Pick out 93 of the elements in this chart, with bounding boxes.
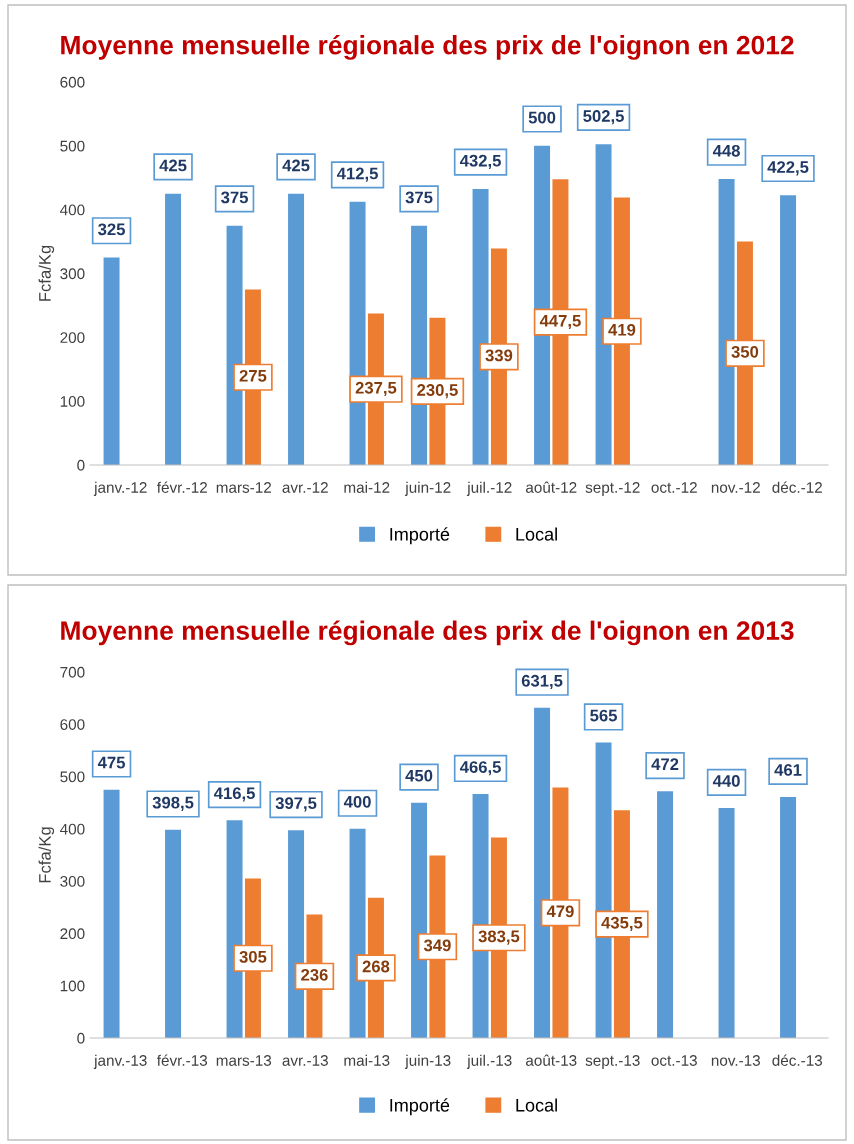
data-label: 397,5 [275,797,317,812]
legend-label: Importé [390,527,450,545]
data-label: 475 [97,756,125,769]
bar [780,796,797,1038]
x-tick-label: sept.-12 [585,482,640,496]
x-tick-label: juil.-13 [466,1054,512,1069]
data-label: 472 [651,758,679,770]
data-label: 412,5 [336,167,378,182]
chart-title: Moyenne mensuelle régionale des prix de l'oignon en 2012 [61,34,794,60]
data-label: 416,5 [213,787,255,802]
data-label: 425 [159,159,187,172]
bar [103,789,120,1038]
x-tick-label: juil.-12 [466,481,512,496]
data-label: 375 [405,191,433,204]
legend-label: Importé [390,1098,450,1116]
data-label: 502,5 [583,110,624,125]
bar [288,193,305,465]
x-tick-label: déc.-13 [772,1054,823,1066]
data-label: 305 [239,950,267,963]
x-tick-label: avr.-12 [282,482,328,493]
y-tick-label: 200 [60,928,85,940]
x-tick-label: oct.-12 [651,482,697,493]
bar [165,193,182,465]
y-tick-label: 500 [60,140,85,152]
x-tick-label: sept.-13 [585,1055,640,1069]
data-label: 398,5 [152,796,194,811]
y-tick-label: 100 [60,980,85,992]
legend-label: Local [516,1098,557,1112]
data-label: 422,5 [767,161,809,176]
data-label: 325 [98,223,125,236]
y-tick-label: 400 [60,823,85,835]
x-tick-label: avr.-13 [282,1055,328,1066]
x-tick-label: mai-12 [344,481,390,493]
data-label: 375 [221,191,248,204]
x-tick-label: août-12 [525,481,577,493]
data-label: 450 [405,769,433,782]
y-tick-label: 600 [60,719,85,730]
data-label: 236 [301,968,328,981]
data-label: 350 [731,345,759,358]
bar [103,257,120,465]
bar [165,829,182,1038]
data-label: 435,5 [601,916,643,932]
x-tick-label: mars-12 [216,482,271,493]
data-label: 275 [239,369,267,382]
y-axis-title: Fcfa/Kg [38,245,55,301]
y-tick-label: 100 [60,396,85,407]
data-label: 419 [608,323,636,336]
y-tick-label: 400 [60,204,85,216]
x-tick-label: juin-13 [404,1054,451,1069]
x-tick-label: août-13 [525,1054,577,1066]
bar [657,791,674,1038]
data-label: 466,5 [459,761,501,776]
x-tick-label: janv.-12 [93,481,147,496]
x-tick-label: nov.-13 [711,1055,760,1066]
y-tick-label: 0 [77,459,85,471]
data-label: 268 [362,960,390,973]
x-tick-label: févr.-13 [156,1054,208,1066]
x-tick-label: mai-13 [344,1054,390,1066]
y-tick-label: 300 [60,268,85,280]
data-label: 440 [712,774,740,787]
y-tick-label: 300 [60,876,85,887]
data-label: 447,5 [539,315,581,330]
data-label: 237,5 [355,381,397,397]
bar [718,807,735,1038]
y-tick-label: 600 [60,76,85,88]
data-label: 631,5 [521,674,563,690]
data-label: 461 [774,764,802,776]
x-tick-label: nov.-12 [711,482,760,493]
x-tick-label: juin-12 [404,481,451,496]
bar [780,195,797,465]
x-tick-label: févr.-12 [156,481,207,493]
data-label: 349 [423,939,451,952]
data-label: 500 [528,111,556,124]
y-tick-label: 200 [60,332,85,344]
data-label: 425 [282,159,310,172]
y-tick-label: 0 [77,1032,85,1044]
data-label: 448 [712,144,740,157]
data-label: 339 [485,349,513,362]
legend-label: Local [516,527,557,541]
y-tick-label: 500 [60,771,85,783]
data-label: 400 [343,795,371,808]
x-tick-label: janv.-13 [93,1054,147,1069]
x-tick-label: déc.-12 [772,481,822,493]
x-tick-label: oct.-13 [651,1055,697,1066]
data-label: 383,5 [478,930,520,945]
data-label: 479 [546,905,574,918]
y-axis-title: Fcfa/Kg [38,827,55,883]
x-tick-label: mars-13 [216,1055,272,1066]
data-label: 230,5 [417,384,458,399]
y-tick-label: 700 [60,666,85,678]
data-label: 432,5 [459,154,501,169]
chart-title: Moyenne mensuelle régionale des prix de l'oignon en 2013 [61,620,794,646]
data-label: 565 [590,709,617,722]
